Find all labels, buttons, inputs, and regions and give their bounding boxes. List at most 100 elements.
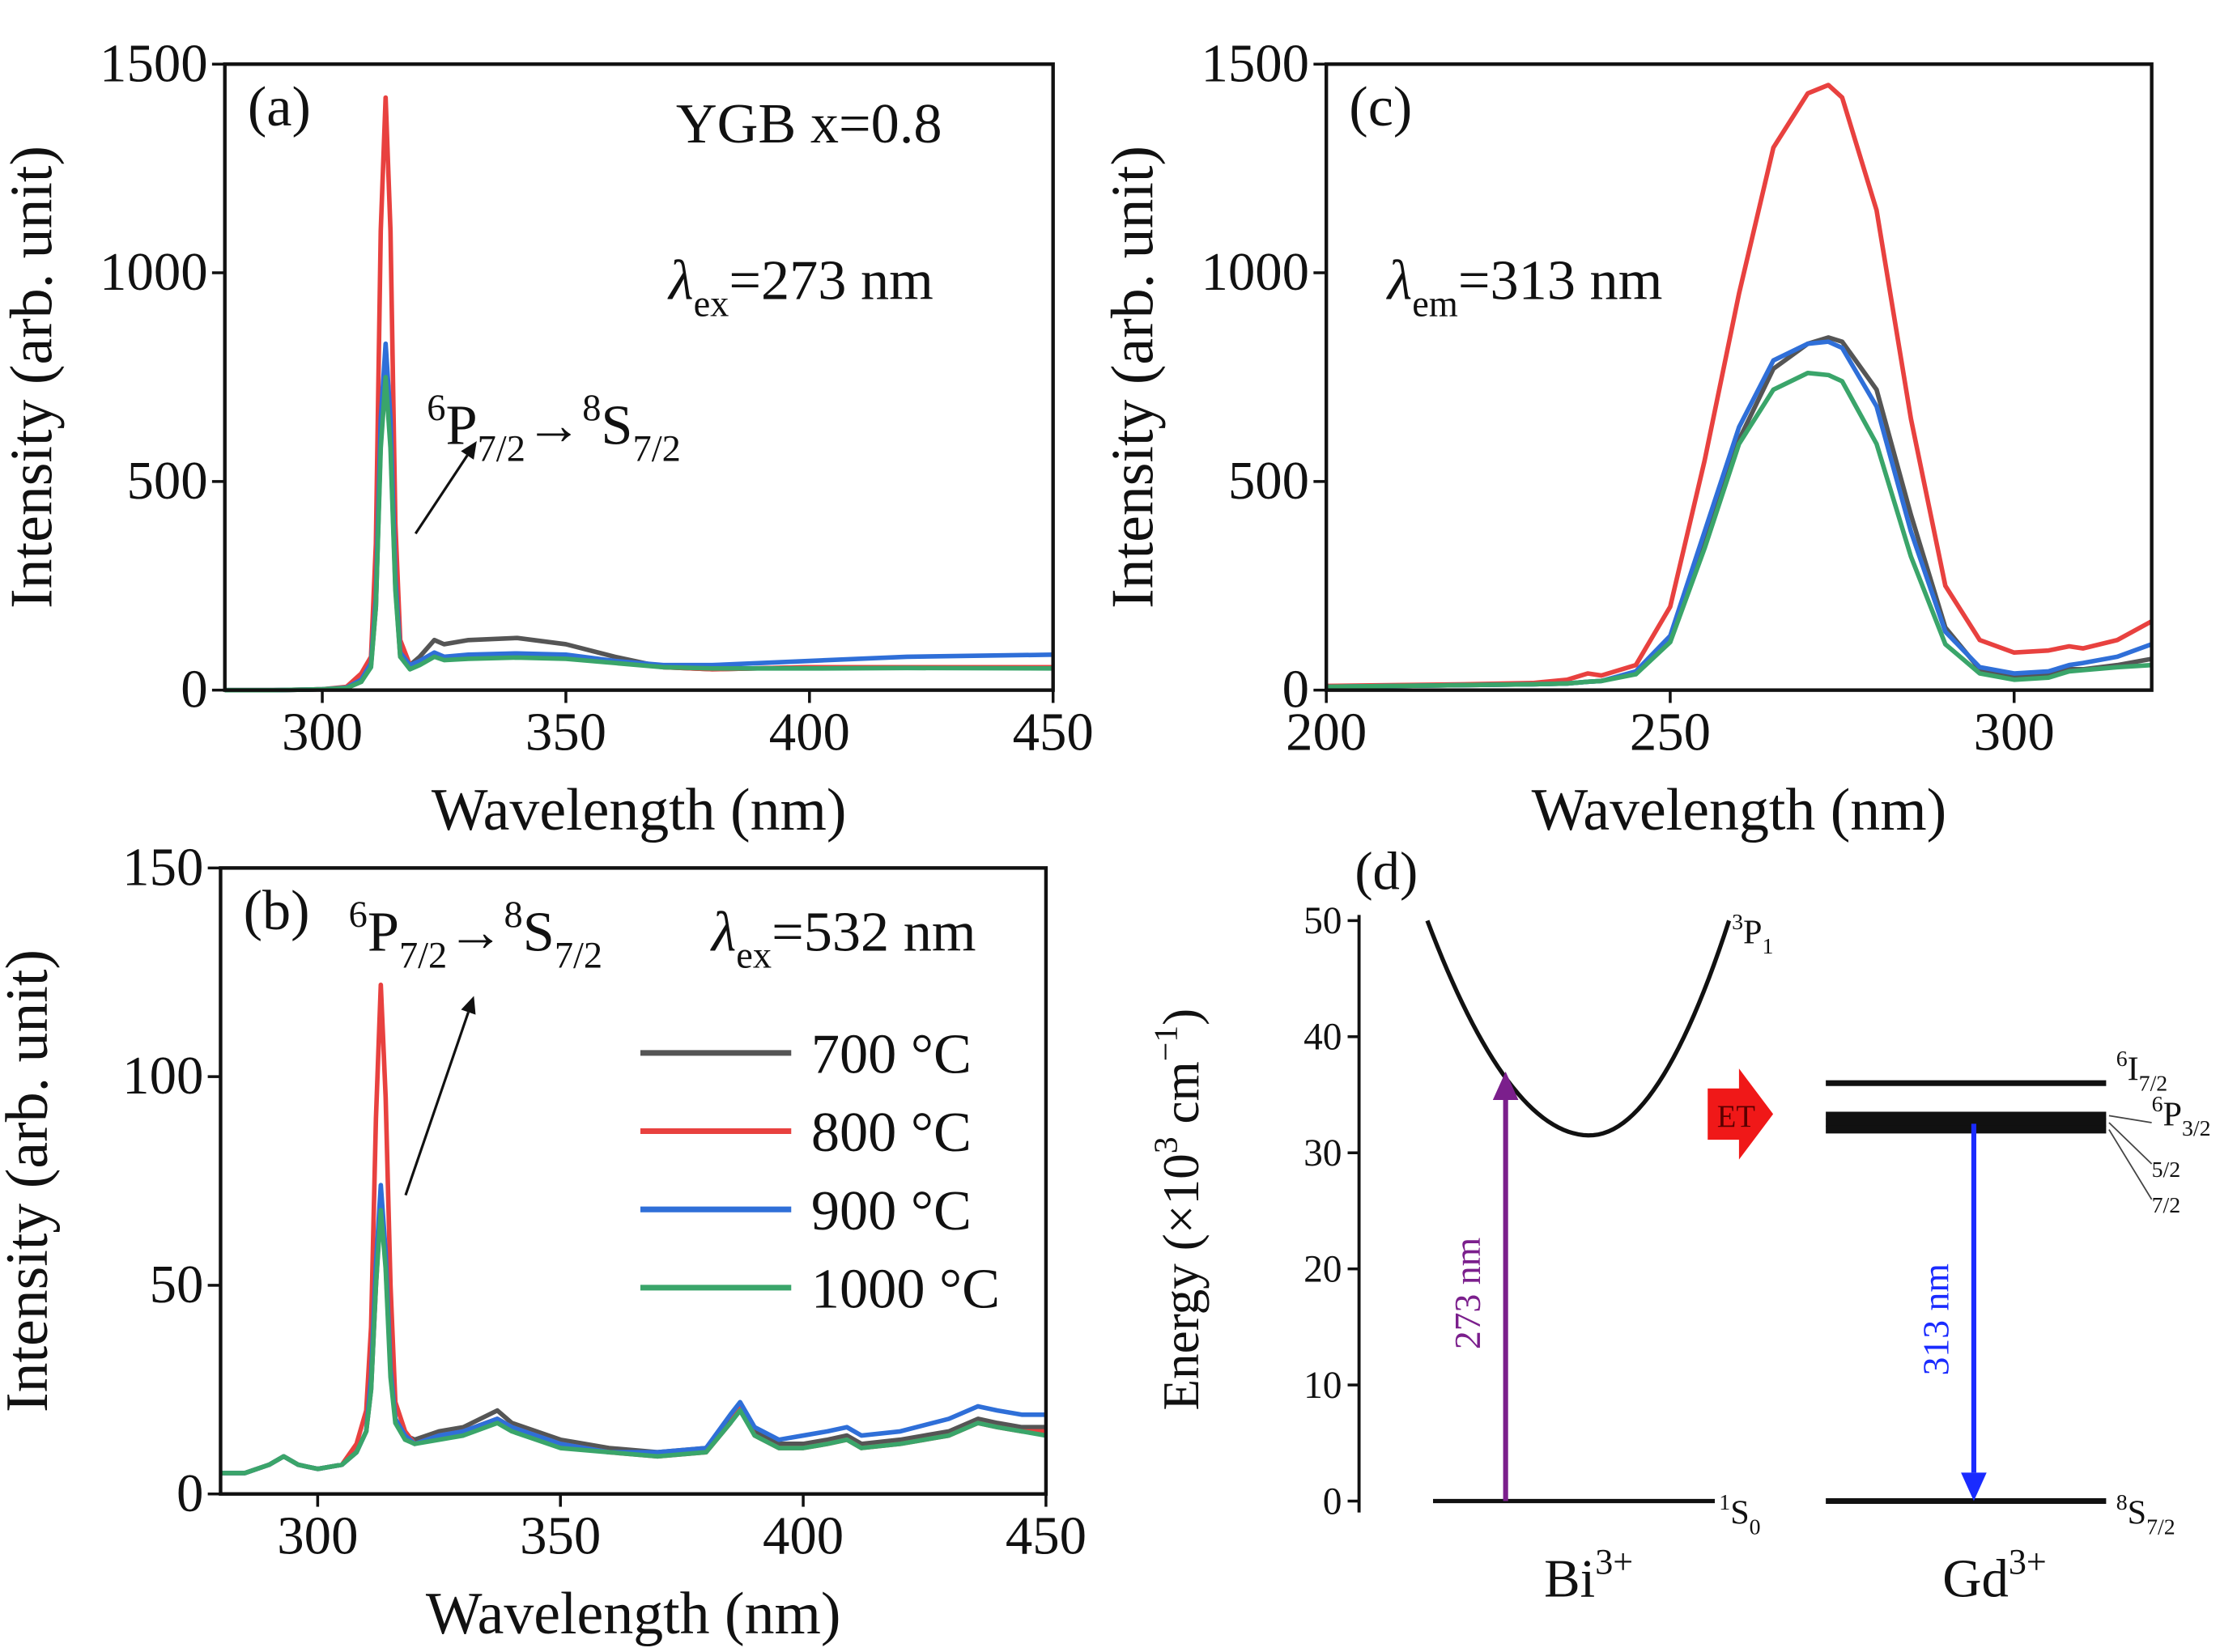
text-part: → <box>525 394 582 457</box>
level-label: 6P3/2 <box>2152 1092 2211 1141</box>
x-tick-label: 300 <box>1974 702 2055 762</box>
leader-line <box>2108 1122 2153 1165</box>
x-tick-label: 400 <box>763 1506 844 1566</box>
x-tick-label: 450 <box>1013 702 1094 762</box>
level-label: 3P1 <box>1732 910 1773 959</box>
ion-label: Gd3+ <box>1942 1542 2047 1608</box>
series-line <box>1326 83 2153 689</box>
annotation: YGB x=0.8 <box>676 92 942 155</box>
excited-curve <box>1425 919 1732 1138</box>
y-tick-label: 20 <box>1304 1248 1342 1290</box>
legend-label: 700 °C <box>811 1022 972 1085</box>
transfer-label: ET <box>1717 1100 1755 1134</box>
text-part: ) <box>1153 1009 1210 1026</box>
plot-frame <box>1324 62 2154 692</box>
y-tick-label: 100 <box>122 1046 203 1106</box>
transition-arrow <box>1961 1123 1987 1501</box>
level-label: 6I7/2 <box>2116 1047 2168 1096</box>
y-tick-label: 40 <box>1304 1017 1342 1059</box>
text-part: YGB x=0.8 <box>676 92 942 155</box>
panel-label: (a) <box>248 75 311 138</box>
text-part: 6 <box>2152 1092 2163 1117</box>
ion-label: Bi3+ <box>1544 1542 1633 1608</box>
x-tick-label: 200 <box>1286 702 1367 762</box>
y-tick-label: 0 <box>181 660 207 720</box>
text-part: 1 <box>1763 934 1774 959</box>
text-part: =273 nm <box>729 248 934 312</box>
y-axis-label: Energy (×103 cm−1) <box>1147 1009 1210 1411</box>
text-part: 6 <box>349 894 368 936</box>
text-part: I <box>2128 1051 2139 1089</box>
level-label: 5/2 <box>2152 1157 2181 1183</box>
text-part: S <box>1730 1494 1749 1532</box>
y-tick-label: 500 <box>126 451 207 511</box>
panel-label: (b) <box>244 879 310 942</box>
y-tick-label: 50 <box>1304 900 1342 942</box>
transition-arrow-part <box>1961 1472 1987 1501</box>
y-axis-label: Intensity (arb. unit) <box>1099 146 1166 609</box>
y-axis-label: Intensity (arb. unit) <box>0 146 64 609</box>
text-part: P <box>1743 914 1762 952</box>
legend-label: 800 °C <box>811 1101 972 1164</box>
text-part: −1 <box>1147 1026 1184 1061</box>
leader-line <box>2108 1115 2152 1123</box>
text-part: 5/2 <box>2152 1157 2181 1183</box>
text-part: 1 <box>1719 1490 1730 1515</box>
transition-arrow-part <box>1492 1071 1519 1100</box>
text-part: cm <box>1153 1061 1210 1136</box>
text-part: S <box>523 900 555 963</box>
x-axis-label: Wavelength (nm) <box>426 1580 841 1646</box>
level-label: 7/2 <box>2152 1193 2181 1218</box>
y-tick-label: 1000 <box>1201 242 1310 302</box>
text-part: 3+ <box>2009 1542 2047 1582</box>
text-part: em <box>1412 283 1458 325</box>
annotation-arrow <box>404 996 476 1196</box>
legend-label: 1000 °C <box>811 1257 1000 1320</box>
y-tick-label: 50 <box>150 1255 204 1314</box>
series-line <box>224 375 1053 693</box>
plot-frame <box>219 866 1048 1496</box>
y-tick-label: 0 <box>176 1463 203 1523</box>
y-tick-label: 1500 <box>1201 33 1310 93</box>
plot-frame <box>223 62 1055 692</box>
text-part: 7/2 <box>2146 1514 2175 1539</box>
annotation: λem=313 nm <box>1386 248 1663 325</box>
transfer-arrow <box>1708 1068 1774 1160</box>
text-part: 3 <box>1147 1136 1184 1153</box>
x-tick-label: 350 <box>520 1506 601 1566</box>
text-part: 7/2 <box>478 429 525 470</box>
x-axis-label: Wavelength (nm) <box>432 776 847 843</box>
transition-label: 273 nm <box>1447 1238 1488 1349</box>
y-tick-label: 1000 <box>100 242 208 302</box>
text-part: =313 nm <box>1458 248 1663 312</box>
x-tick-label: 300 <box>277 1506 358 1566</box>
text-part: 3+ <box>1595 1542 1633 1582</box>
annotation: 6P7/2→8S7/2 <box>427 388 680 470</box>
annotation-arrow-part <box>414 454 469 535</box>
x-tick-label: 250 <box>1630 702 1711 762</box>
level-label: 8S7/2 <box>2116 1490 2175 1539</box>
y-tick-label: 0 <box>1282 660 1309 720</box>
text-part: 7/2 <box>2152 1193 2181 1218</box>
annotation-arrow-part <box>404 1011 470 1196</box>
annotation-arrow-part <box>461 996 476 1015</box>
annotation: 6P7/2→8S7/2 <box>349 894 602 977</box>
text-part: 7/2 <box>555 935 602 976</box>
text-part: S <box>601 394 632 457</box>
x-axis-label: Wavelength (nm) <box>1532 776 1947 843</box>
y-tick-label: 150 <box>122 837 203 897</box>
text-part: λ <box>710 900 736 963</box>
annotation: λex=532 nm <box>710 900 976 976</box>
text-part: Bi <box>1544 1548 1595 1608</box>
text-part: 8 <box>2116 1490 2128 1515</box>
annotation: λex=273 nm <box>667 248 934 325</box>
y-axis-label: Intensity (arb. unit) <box>0 949 60 1412</box>
transition-arrow <box>1492 1071 1519 1501</box>
text-part: 3/2 <box>2182 1116 2211 1141</box>
text-part: Gd <box>1942 1548 2009 1608</box>
text-part: 7/2 <box>2139 1071 2168 1096</box>
series-line <box>220 1208 1047 1476</box>
y-tick-label: 500 <box>1228 451 1309 511</box>
